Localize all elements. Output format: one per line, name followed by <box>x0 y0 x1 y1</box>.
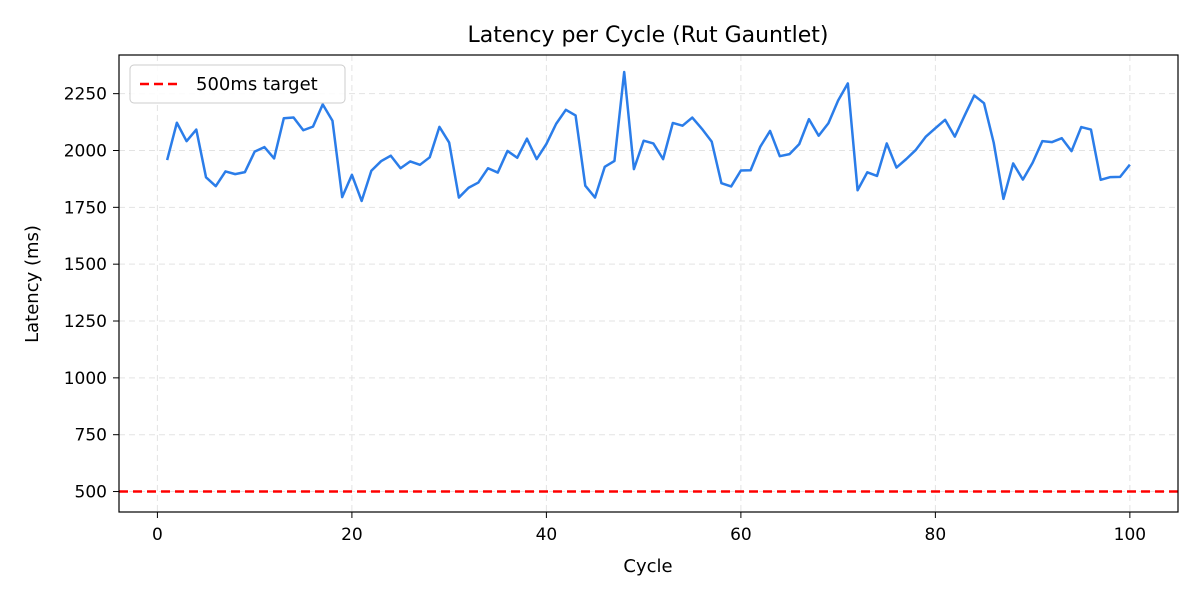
legend: 500ms target <box>129 64 346 104</box>
y-tick-label: 1500 <box>64 255 107 275</box>
y-tick-label: 2000 <box>64 141 107 161</box>
series-line-latency <box>165 70 1131 203</box>
x-tick-label: 80 <box>925 525 947 545</box>
plot-frame <box>118 54 1179 513</box>
y-tick-label: 1750 <box>64 198 107 218</box>
x-axis: 0 20 40 60 80 100 <box>152 512 1146 545</box>
y-axis: 500 750 1000 1250 1500 1750 2000 2250 <box>64 85 119 503</box>
x-tick-label: 20 <box>341 525 363 545</box>
grid <box>119 55 1178 512</box>
chart-title: Latency per Cycle (Rut Gauntlet) <box>468 23 829 48</box>
x-axis-label: Cycle <box>623 556 672 577</box>
legend-label: 500ms target <box>196 74 318 95</box>
y-tick-label: 500 <box>75 483 107 503</box>
y-axis-label: Latency (ms) <box>22 225 43 343</box>
x-tick-label: 100 <box>1114 525 1146 545</box>
y-tick-label: 2250 <box>64 85 107 105</box>
x-tick-label: 40 <box>536 525 558 545</box>
series-layer <box>119 70 1178 493</box>
x-tick-label: 60 <box>730 525 752 545</box>
y-tick-label: 1000 <box>64 369 107 389</box>
x-tick-label: 0 <box>152 525 163 545</box>
y-tick-label: 1250 <box>64 312 107 332</box>
legend-box <box>129 64 346 104</box>
y-tick-label: 750 <box>75 426 107 446</box>
